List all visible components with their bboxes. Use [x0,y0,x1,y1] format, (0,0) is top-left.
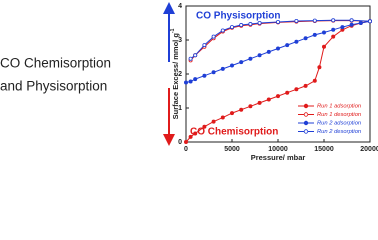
x-tick-label: 5000 [224,146,240,153]
data-point [257,53,262,58]
x-axis-label: Pressure/ mbar [251,153,306,162]
data-point [202,124,207,129]
data-point [248,56,253,61]
data-point [188,56,193,61]
data-point [202,73,207,78]
data-point [239,60,244,65]
data-point [285,90,290,95]
caption-line: and Physisorption [0,79,107,94]
data-point [193,77,198,82]
x-tick-label: 15000 [314,146,334,153]
caption-line: CO Chemisorption [0,56,111,71]
data-point [211,34,216,39]
data-point [266,97,271,102]
data-point [211,70,216,75]
data-point [317,65,322,70]
annotation: CO Chemisorption [190,127,278,138]
data-point [294,87,299,92]
legend-marker [303,129,309,134]
data-point [303,83,308,88]
data-point [331,34,336,39]
data-point [229,25,234,30]
data-point [257,20,262,25]
data-point [257,100,262,105]
legend-marker [303,103,309,109]
data-point [349,22,354,27]
data-point [239,23,244,28]
data-point [266,49,271,54]
data-point [220,28,225,33]
data-point [358,20,363,25]
legend-label: Run 1 adsorption [317,104,361,110]
data-point [275,46,280,51]
data-point [285,43,290,48]
data-point [239,107,244,112]
legend-label: Run 2 desorption [317,129,361,135]
data-point [312,18,317,23]
data-point [312,78,317,83]
y-tick-label: 3 [178,37,182,44]
legend-label: Run 1 desorption [317,112,361,118]
y-label-text: Surface Excess/ mmol g [171,33,180,120]
data-point [188,79,193,84]
data-point [294,18,299,23]
data-point [211,119,216,124]
x-tick-label: 20000 [360,146,378,153]
data-point [294,39,299,44]
annotation: CO Physisorption [196,11,280,22]
y-tick-label: 0 [178,139,182,146]
data-point [331,18,336,23]
data-point [349,18,354,23]
data-point [367,19,372,24]
data-point [202,43,207,48]
y-label-sup: -1 [170,28,176,33]
y-tick-label: 1 [178,105,182,112]
legend-marker [303,112,309,117]
data-point [193,131,198,136]
data-point [248,22,253,27]
legend-marker [303,120,309,126]
y-tick-label: 2 [178,71,182,78]
series-line [185,20,371,83]
data-point [229,63,234,68]
data-point [193,53,198,58]
data-point [331,27,336,32]
graphic: CO Chemisorption and Physisorption Surfa… [0,2,378,162]
data-point [321,44,326,49]
data-point [220,115,225,120]
x-tick-label: 0 [184,146,188,153]
data-point [275,94,280,99]
y-axis-label: Surface Excess/ mmol g-1 [170,28,180,119]
x-tick-label: 10000 [268,146,288,153]
data-point [248,104,253,109]
y-tick-label: 4 [178,3,182,10]
data-point [220,66,225,71]
data-point [275,19,280,24]
data-point [340,25,345,30]
data-point [183,139,188,144]
data-point [188,134,193,139]
data-point [183,80,188,85]
data-point [229,111,234,116]
legend-label: Run 2 adsorption [317,121,361,127]
data-point [303,36,308,41]
data-point [312,32,317,37]
data-point [321,30,326,35]
